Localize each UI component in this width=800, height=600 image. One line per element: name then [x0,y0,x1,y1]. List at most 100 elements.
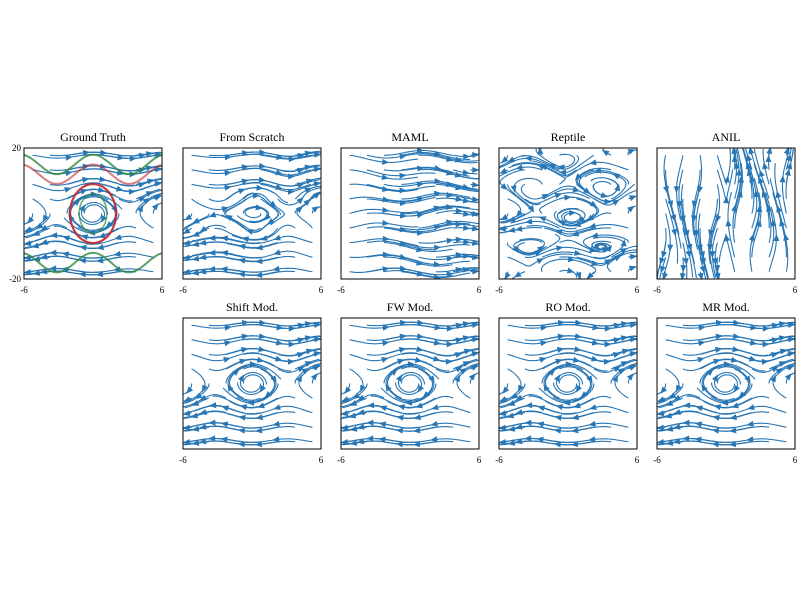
flow-arrow [413,427,421,434]
flow-arrow [445,219,454,226]
streamline [243,366,277,402]
flow-arrow [199,394,207,401]
flow-arrow [673,423,681,430]
streamline [559,366,593,402]
flow-arrow [548,163,557,170]
flow-arrow [379,405,388,412]
panel-6: FW Mod. -6 6 [337,300,482,465]
flow-arrow [612,199,620,206]
flow-arrow [537,405,546,412]
streamlines [183,319,321,448]
flow-arrow [382,220,390,227]
flow-arrow [62,235,71,242]
flow-arrow [730,356,739,363]
flow-arrow [208,249,216,256]
flow-arrow [715,215,722,223]
flow-arrow [697,357,705,363]
flow-arrow [783,148,790,155]
flow-arrow [733,385,741,393]
flow-arrow [241,164,249,171]
streamline [543,365,577,401]
flow-arrow [778,361,787,367]
flow-arrow [433,261,441,268]
flow-arrow [471,350,479,357]
x-tick-label: 6 [319,285,324,295]
flow-arrow [748,148,755,155]
flow-arrow [287,358,295,365]
flow-arrow [516,209,524,218]
flow-arrow [313,322,321,329]
flow-arrow [671,228,678,237]
flow-arrow [673,394,681,401]
flow-arrow [415,402,423,409]
x-tick-label: -6 [337,285,345,295]
flow-arrow [568,210,577,217]
flow-arrow [620,321,629,328]
flow-arrow [538,216,547,222]
flow-arrow [747,404,755,410]
flow-arrow [223,357,231,363]
flow-arrow [775,190,782,199]
flow-arrow [589,159,597,166]
flow-arrow [357,394,365,401]
flow-arrow [554,193,563,199]
flow-arrow [709,251,716,259]
flow-arrow [746,436,754,443]
flow-arrow [114,234,122,240]
flow-arrow [416,346,424,353]
flow-arrow [151,203,159,211]
flow-arrow [570,441,579,448]
flow-arrow [304,321,313,328]
panel-title: RO Mod. [545,300,590,314]
flow-arrow [574,346,582,353]
flow-arrow [468,373,476,381]
flow-arrow [255,244,263,251]
flow-arrow [208,235,216,242]
flow-arrow [405,399,413,406]
flow-arrow [382,235,390,242]
flow-arrow [733,319,741,326]
flow-arrow [416,333,425,340]
flow-arrow [572,356,581,363]
streamlines [657,319,795,448]
flow-arrow [399,172,407,179]
flow-arrow [360,384,366,393]
flow-arrow [313,350,321,357]
trajectory [24,163,162,185]
flow-arrow [382,324,390,331]
flow-arrow [660,386,668,394]
axes-frame [340,317,480,450]
flow-arrow [446,325,454,332]
flow-arrow [708,229,715,237]
flow-arrow [297,322,305,329]
flow-arrow [98,232,106,239]
x-tick-label: 6 [793,285,798,295]
flow-arrow [773,234,780,242]
x-tick-label: 6 [635,285,640,295]
flow-arrow [313,180,321,187]
panel-3: Reptile -6 6 [495,130,640,295]
flow-arrow [548,369,556,376]
flow-arrow [537,245,545,253]
flow-arrow [697,186,703,194]
streamline [401,366,435,402]
flow-arrow [455,322,463,329]
flow-arrow [536,436,544,443]
flow-arrow [417,319,425,326]
flow-arrow [778,321,787,328]
flow-arrow [259,319,267,326]
flow-arrow [303,198,311,206]
flow-arrow [61,251,70,258]
flow-arrow [510,185,517,193]
flow-arrow [786,365,795,371]
flow-arrow [673,438,681,445]
flow-arrow [701,384,708,392]
flow-arrow [612,374,618,383]
flow-arrow [96,257,104,264]
flow-arrow [694,436,702,443]
flow-arrow [499,167,508,174]
flow-arrow [574,333,583,340]
flow-arrow [64,187,72,193]
panel-title: MR Mod. [702,300,749,314]
flow-arrow [255,414,264,421]
